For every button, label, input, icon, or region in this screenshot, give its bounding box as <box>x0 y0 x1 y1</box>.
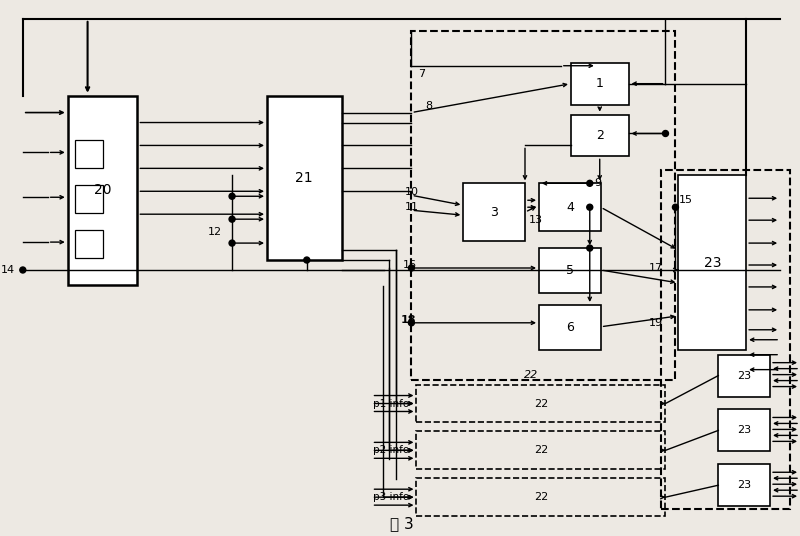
Bar <box>74 230 102 258</box>
Text: 10: 10 <box>404 187 418 197</box>
Text: 图 3: 图 3 <box>390 517 414 532</box>
Text: 13: 13 <box>529 215 543 225</box>
Text: 15: 15 <box>678 195 693 205</box>
Circle shape <box>304 257 310 263</box>
Text: 21: 21 <box>295 171 313 185</box>
Text: 4: 4 <box>566 200 574 214</box>
Bar <box>718 464 770 506</box>
Circle shape <box>586 180 593 187</box>
Text: 23: 23 <box>737 480 751 490</box>
Text: 22: 22 <box>534 445 548 456</box>
Circle shape <box>229 216 235 222</box>
Text: 7: 7 <box>418 69 426 79</box>
Bar <box>416 384 666 422</box>
Circle shape <box>20 267 26 273</box>
Bar <box>463 183 525 241</box>
Bar <box>416 478 666 516</box>
Text: 9: 9 <box>594 178 602 188</box>
Bar <box>74 185 102 213</box>
Circle shape <box>229 240 235 246</box>
Text: 20: 20 <box>94 183 111 197</box>
Text: p2 info: p2 info <box>373 445 410 456</box>
Bar <box>411 31 675 379</box>
Text: p3 info: p3 info <box>373 492 410 502</box>
Text: 12: 12 <box>208 227 222 237</box>
Circle shape <box>586 204 593 210</box>
Text: 23: 23 <box>737 426 751 435</box>
Bar <box>718 355 770 397</box>
Bar <box>267 95 342 260</box>
Circle shape <box>673 204 678 210</box>
Bar <box>718 410 770 451</box>
Text: 19: 19 <box>649 318 662 328</box>
Circle shape <box>229 193 235 199</box>
Text: 23: 23 <box>703 256 721 270</box>
Circle shape <box>586 245 593 251</box>
Text: 1: 1 <box>596 77 604 90</box>
Bar <box>74 140 102 168</box>
Circle shape <box>409 320 414 326</box>
Circle shape <box>662 130 669 137</box>
Circle shape <box>409 265 414 271</box>
Bar <box>68 95 138 285</box>
Text: 18: 18 <box>401 315 416 325</box>
Text: 22: 22 <box>534 492 548 502</box>
Text: 8: 8 <box>426 101 433 110</box>
Text: p1 info: p1 info <box>373 398 410 408</box>
Text: 16: 16 <box>402 260 416 270</box>
Text: 5: 5 <box>566 264 574 277</box>
Text: 23: 23 <box>737 370 751 381</box>
Bar <box>416 431 666 470</box>
Bar <box>539 248 601 293</box>
Text: 22: 22 <box>524 370 538 379</box>
Bar <box>571 115 629 157</box>
Text: 17: 17 <box>649 263 662 273</box>
Text: 22: 22 <box>534 398 548 408</box>
Bar <box>571 63 629 105</box>
Bar <box>661 170 790 509</box>
Bar <box>539 305 601 349</box>
Text: 6: 6 <box>566 321 574 334</box>
Text: 2: 2 <box>596 129 604 142</box>
Bar <box>539 183 601 231</box>
Text: 3: 3 <box>490 206 498 219</box>
Text: 11: 11 <box>404 202 418 212</box>
Bar <box>678 175 746 349</box>
Text: 14: 14 <box>1 265 15 275</box>
